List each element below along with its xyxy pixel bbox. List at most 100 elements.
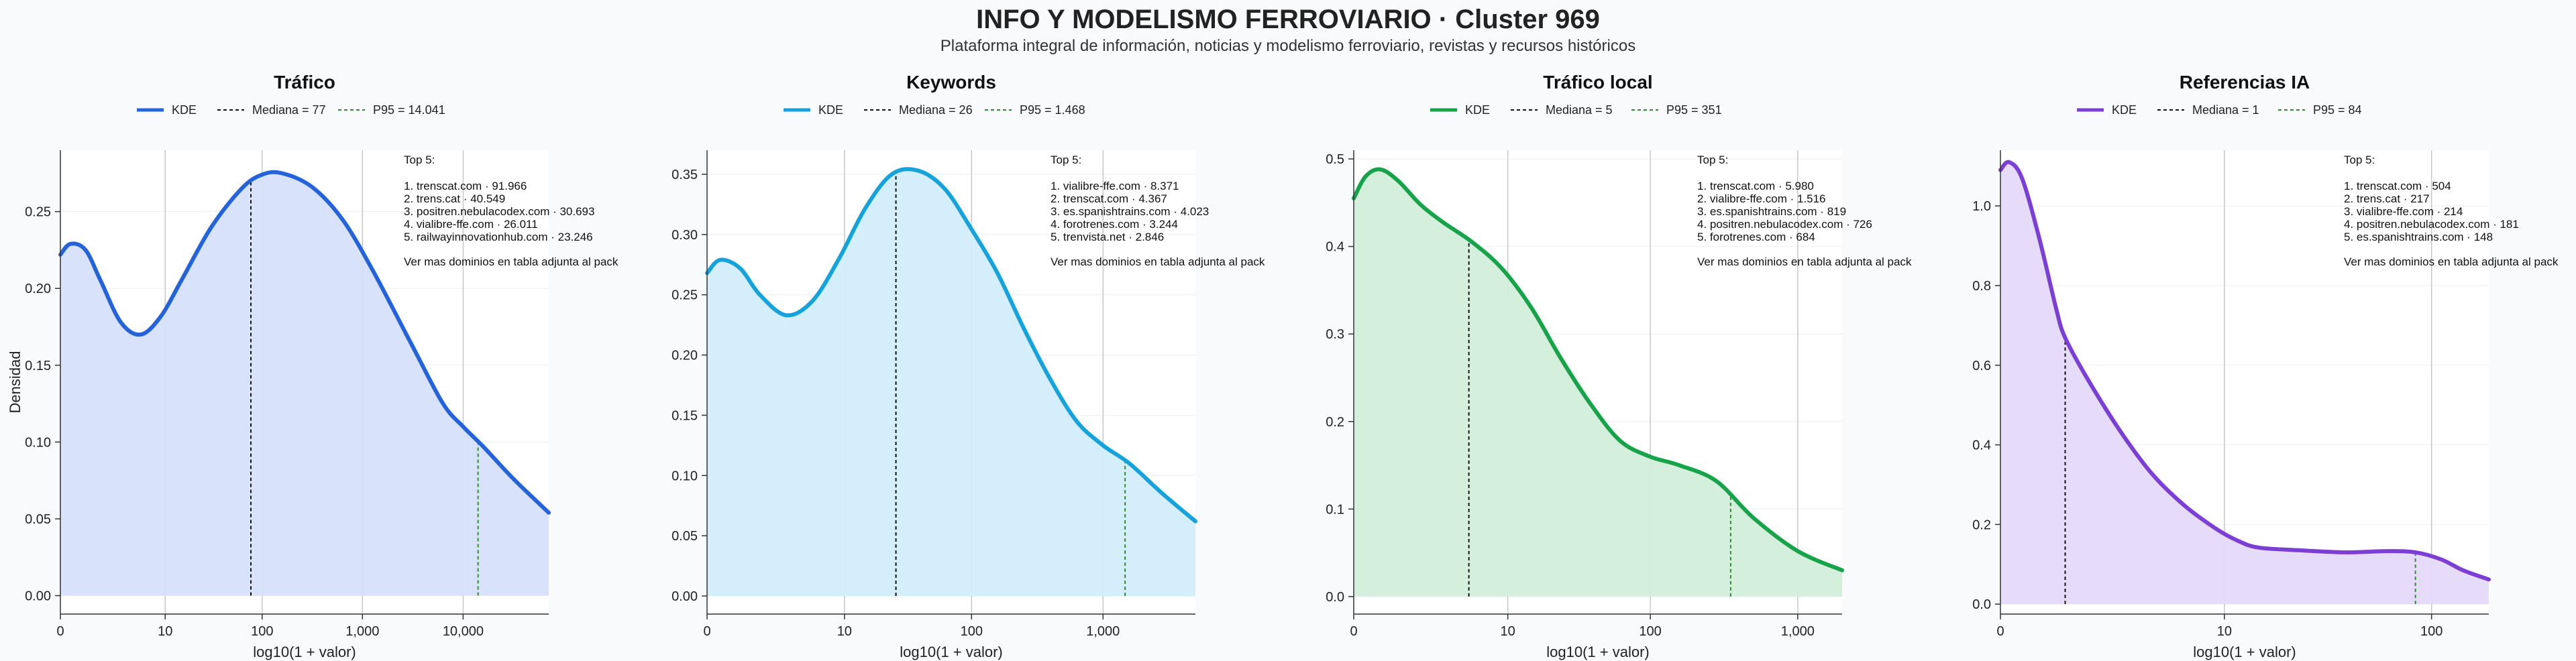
top5-item: 2. trens.cat · 40.549 [404,192,505,205]
y-tick-label: 1.0 [1972,199,1991,214]
figure-subtitle: Plataforma integral de información, noti… [941,37,1635,55]
top5-footer: Ver mas dominios en tabla adjunta al pac… [1051,255,1265,268]
y-tick-label: 0.2 [1972,518,1991,532]
kde-line [1352,167,1844,573]
x-tick-label: 100 [251,624,273,639]
top5-item: 5. forotrenes.com · 684 [1697,231,1815,243]
y-tick-label: 0.00 [25,589,51,604]
y-tick-label: 0.0 [1972,597,1991,612]
y-tick-label: 0.15 [25,359,51,373]
x-tick-label: 10,000 [443,624,484,639]
chart-panel-2: Keywords KDE Mediana = 26 P95 = 1.468 0.00 0.… [672,72,1265,660]
y-tick-label: 0.4 [1972,438,1991,453]
legend-kde-label: KDE [2112,103,2137,117]
kde-area [60,172,549,596]
y-tick-label: 0.05 [25,512,51,527]
y-tick-label: 0.30 [672,228,698,243]
kde-area [1354,169,1842,597]
legend-kde-label: KDE [172,103,197,117]
y-tick-label: 0.15 [672,408,698,423]
panel-title: Referencias IA [2180,72,2310,93]
y-tick-label: 0.35 [672,168,698,182]
top5-item: 4. positren.nebulacodex.com · 726 [1697,218,1872,231]
legend: KDE Mediana = 5 P95 = 351 [1430,103,1722,117]
panel-title: Tráfico local [1543,72,1652,93]
legend-median-label: Mediana = 26 [899,103,973,117]
y-tick-label: 0.20 [672,349,698,363]
x-tick-label: 100 [2420,624,2443,639]
legend-kde-label: KDE [1465,103,1490,117]
y-tick-label: 0.20 [25,282,51,296]
kde-area [707,169,1195,597]
legend: KDE Mediana = 1 P95 = 84 [2077,103,2362,117]
y-tick-label: 0.6 [1972,359,1991,373]
top5-item: 1. vialibre-ffe.com · 8.371 [1051,180,1179,192]
kde-line [705,167,1197,524]
top5-item: 5. railwayinnovationhub.com · 23.246 [404,231,593,243]
top5-footer: Ver mas dominios en tabla adjunta al pac… [404,255,619,268]
legend-p95-label: P95 = 351 [1666,103,1722,117]
x-axis-label: log10(1 + valor) [1546,644,1649,660]
panel-title: Tráfico [274,72,335,93]
legend-median-label: Mediana = 1 [2192,103,2259,117]
y-tick-label: 0.10 [672,469,698,483]
top5-heading: Top 5: [1051,154,1081,166]
x-tick-label: 100 [961,624,983,639]
figure-title: INFO Y MODELISMO FERROVIARIO · Cluster 9… [976,5,1600,34]
y-tick-label: 0.8 [1972,279,1991,294]
legend-median-label: Mediana = 5 [1546,103,1613,117]
y-tick-label: 0.0 [1326,590,1344,605]
x-tick-label: 0 [1996,624,2004,639]
y-tick-label: 0.00 [672,589,698,604]
top5-item: 5. es.spanishtrains.com · 148 [2344,231,2493,243]
top5-item: 3. positren.nebulacodex.com · 30.693 [404,205,594,218]
top5-item: 2. vialibre-ffe.com · 1.516 [1697,192,1826,205]
kde-line [1998,160,2491,582]
top5-footer: Ver mas dominios en tabla adjunta al pac… [1697,255,1912,268]
chart-panel-1: Tráfico KDE Mediana = 77 P95 = 14.041 0.00 0.… [7,72,619,660]
x-tick-label: 0 [56,624,64,639]
x-tick-label: 10 [1501,624,1515,639]
legend-median-label: Mediana = 77 [252,103,326,117]
top5-heading: Top 5: [404,154,435,166]
kde-area [2000,162,2489,605]
x-tick-label: 1,000 [345,624,379,639]
top5-item: 1. trenscat.com · 91.966 [404,180,527,192]
top5-item: 5. trenvista.net · 2.846 [1051,231,1164,243]
top5-item: 3. vialibre-ffe.com · 214 [2344,205,2463,218]
y-tick-label: 0.05 [672,529,698,544]
top5-item: 2. trens.cat · 217 [2344,192,2430,205]
y-tick-label: 0.3 [1326,327,1344,342]
top5-item: 3. es.spanishtrains.com · 819 [1697,205,1846,218]
legend-p95-label: P95 = 14.041 [373,103,445,117]
top5-item: 3. es.spanishtrains.com · 4.023 [1051,205,1209,218]
x-tick-label: 10 [158,624,172,639]
top5-heading: Top 5: [2344,154,2375,166]
y-tick-label: 0.25 [25,205,51,220]
y-tick-label: 0.1 [1326,502,1344,517]
legend: KDE Mediana = 26 P95 = 1.468 [784,103,1085,117]
legend-p95-label: P95 = 1.468 [1020,103,1085,117]
chart-panel-3: Tráfico local KDE Mediana = 5 P95 = 351 0.0 0… [1326,72,1912,660]
legend-kde-label: KDE [818,103,843,117]
top5-footer: Ver mas dominios en tabla adjunta al pac… [2344,255,2559,268]
x-tick-label: 1,000 [1086,624,1120,639]
x-tick-label: 100 [1639,624,1661,639]
x-tick-label: 0 [1350,624,1357,639]
x-tick-label: 0 [703,624,710,639]
x-tick-label: 1,000 [1781,624,1815,639]
x-axis-label: log10(1 + valor) [900,644,1002,660]
top5-item: 1. trenscat.com · 5.980 [1697,180,1814,192]
x-tick-label: 10 [837,624,852,639]
legend: KDE Mediana = 77 P95 = 14.041 [137,103,445,117]
y-tick-label: 0.4 [1326,240,1344,255]
x-tick-label: 10 [2217,624,2232,639]
top5-item: 4. forotrenes.com · 3.244 [1051,218,1178,231]
y-tick-label: 0.25 [672,288,698,303]
chart-panel-4: Referencias IA KDE Mediana = 1 P95 = 84 0.0 0… [1972,72,2559,660]
y-axis-label: Densidad [7,351,23,414]
top5-item: 4. positren.nebulacodex.com · 181 [2344,218,2519,231]
legend-p95-label: P95 = 84 [2313,103,2362,117]
